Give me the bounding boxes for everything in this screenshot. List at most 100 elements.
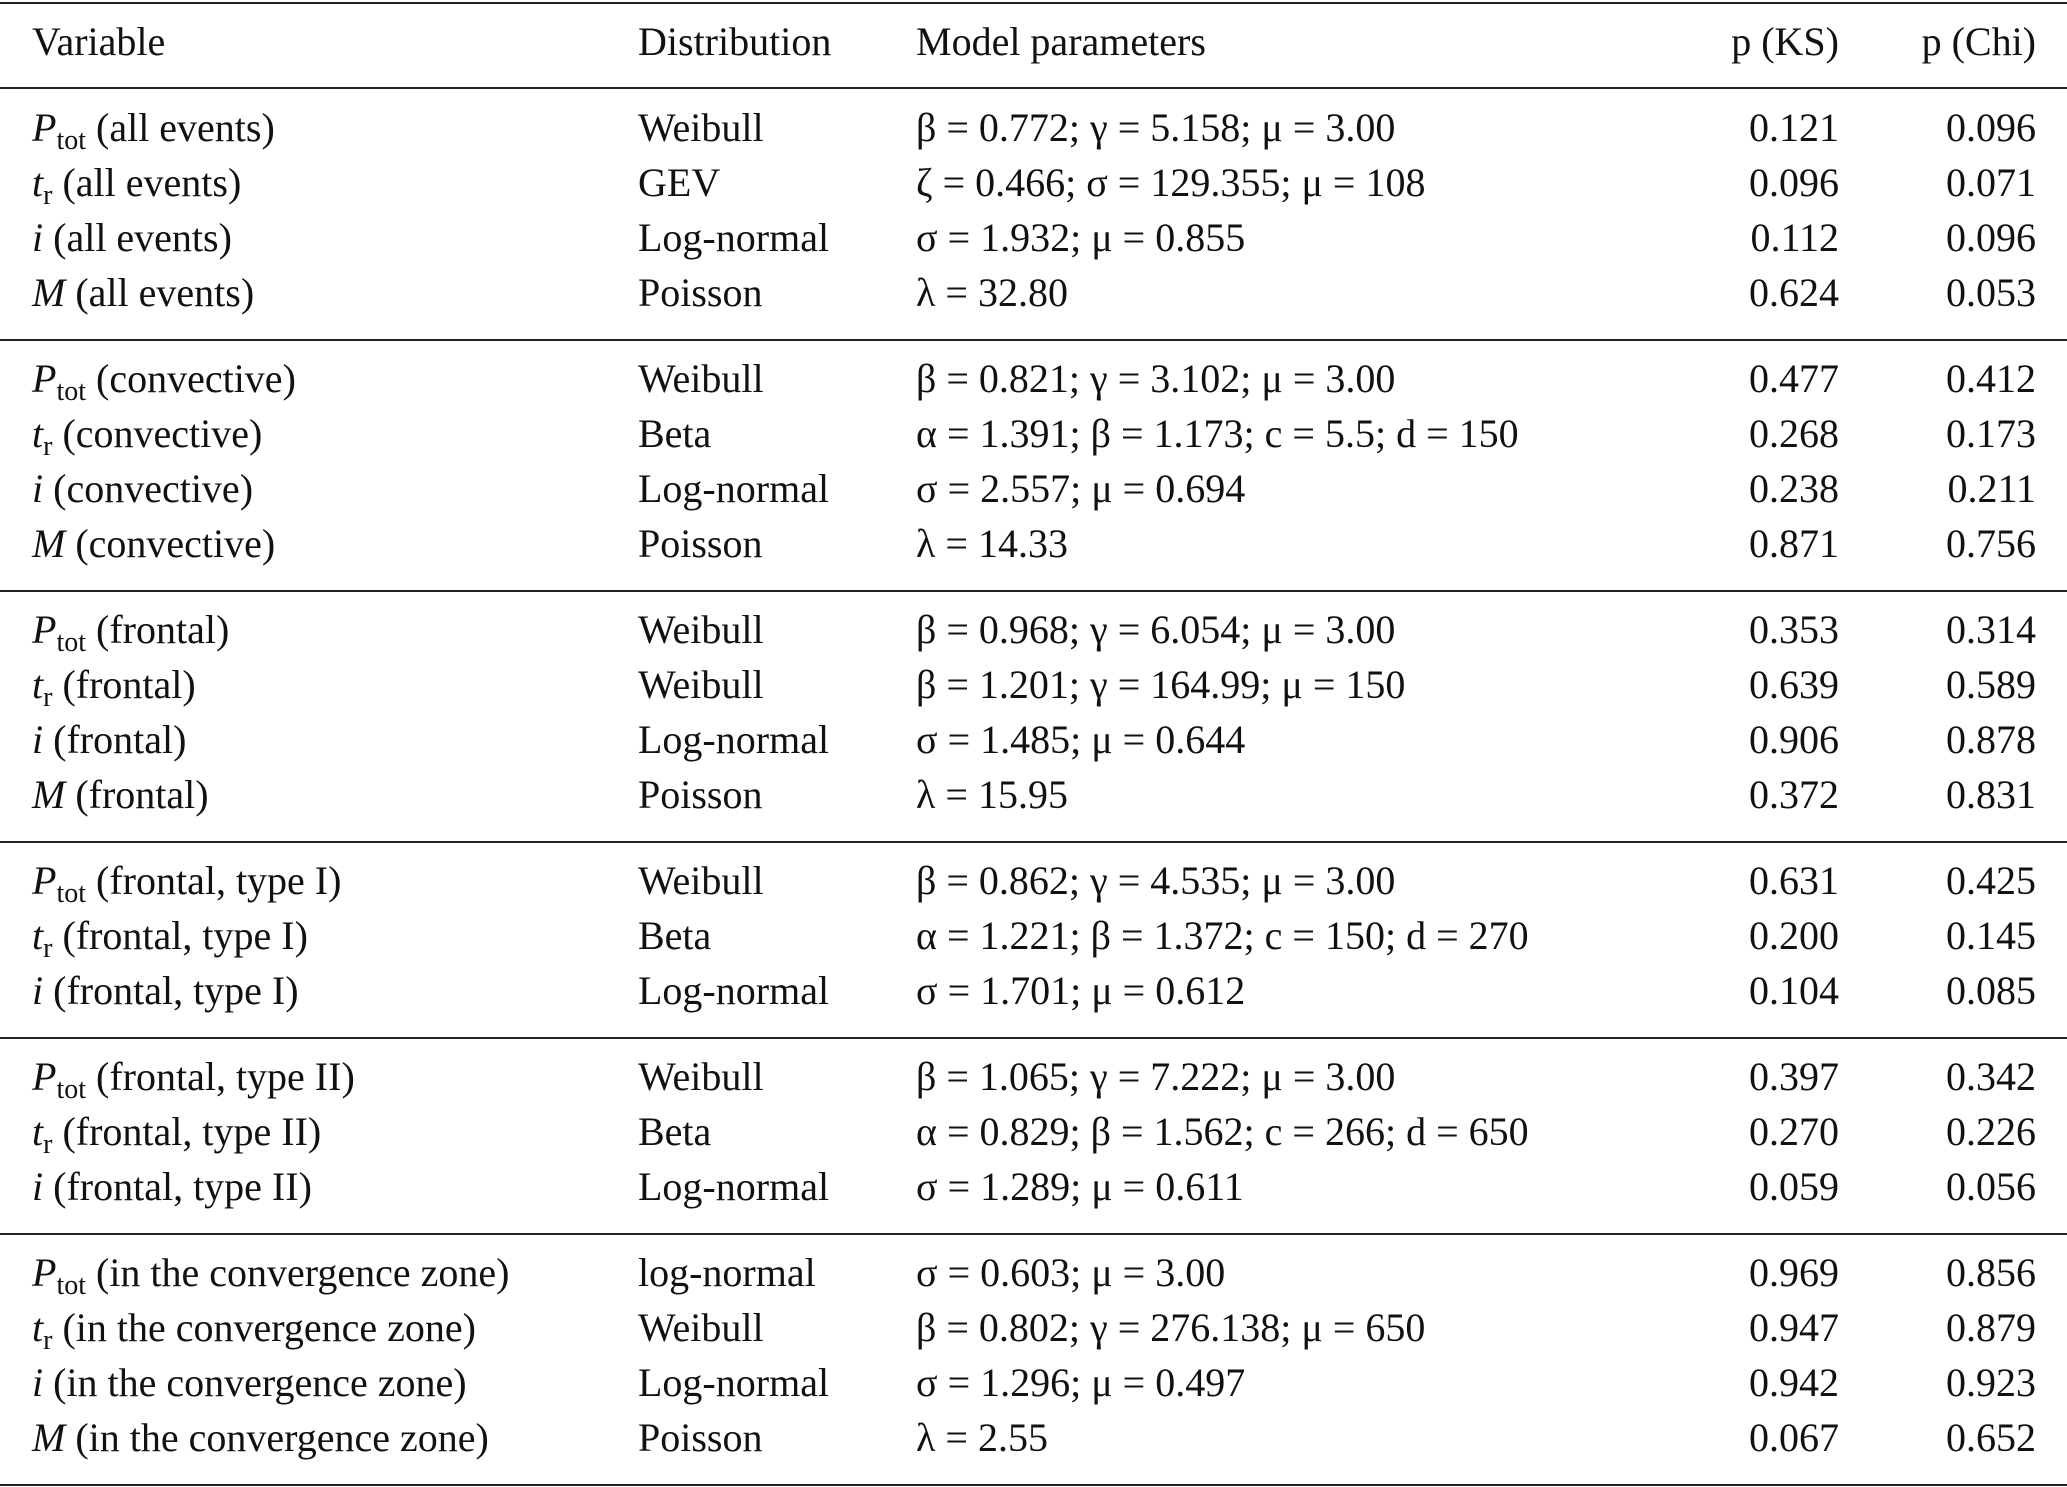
p-chi-cell: 0.412 [1946,356,2036,401]
variable-cell: i (in the convergence zone) [32,1358,467,1408]
spacer [65,270,75,315]
p-ks-cell: 0.238 [1749,466,1839,511]
spacer [65,772,75,817]
p-chi-cell: 0.425 [1946,858,2036,903]
variable-symbol: M [32,521,66,566]
distribution-cell: Weibull [638,858,764,903]
variable-cell: Ptot (in the convergence zone) [32,1248,510,1301]
spacer [52,1109,62,1154]
variable-symbol: i [32,215,44,260]
distribution-cell: Beta [638,913,712,958]
variable-symbol: P [32,356,57,401]
distribution-cell: log-normal [638,1250,816,1295]
header-cell: Model parameters [916,19,1206,64]
variable-subscript: r [43,180,53,211]
header-cell: Variable [32,19,166,64]
variable-symbol: t [32,662,44,707]
distribution-cell: Weibull [638,1305,764,1350]
p-chi-cell: 0.056 [1946,1164,2036,1209]
p-ks-cell: 0.121 [1749,105,1839,150]
variable-cell: tr (convective) [32,409,263,461]
p-ks-cell: 0.104 [1749,968,1839,1013]
spacer [86,1250,96,1295]
distribution-cell: Beta [638,1109,712,1154]
header-cell: p (Chi) [1921,19,2036,64]
variable-label: (all events) [75,270,255,315]
rule [0,87,2067,89]
spacer [52,913,62,958]
parameters-cell: β = 0.772; γ = 5.158; μ = 3.00 [916,105,1396,150]
variable-symbol: t [32,1109,44,1154]
distribution-cell: Poisson [638,521,763,566]
variable-label: (in the convergence zone) [96,1250,510,1295]
variable-label: (in the convergence zone) [53,1360,467,1405]
rule [0,339,2067,341]
variable-label: (frontal, type II) [62,1109,322,1154]
distribution-cell: Weibull [638,607,764,652]
distribution-cell: Poisson [638,1415,763,1460]
parameters-cell: α = 0.829; β = 1.562; c = 266; d = 650 [916,1109,1529,1154]
p-chi-cell: 0.211 [1947,466,2036,511]
variable-label: (all events) [62,160,242,205]
variable-symbol: P [32,1250,57,1295]
rule [0,1037,2067,1039]
p-ks-cell: 0.200 [1749,913,1839,958]
variable-cell: tr (frontal, type I) [32,911,308,963]
p-chi-cell: 0.756 [1946,521,2036,566]
parameters-cell: β = 1.201; γ = 164.99; μ = 150 [916,662,1406,707]
variable-cell: M (convective) [32,519,275,569]
p-ks-cell: 0.372 [1749,772,1839,817]
spacer [86,1054,96,1099]
variable-label: (frontal) [62,662,196,707]
variable-cell: Ptot (frontal) [32,605,229,657]
p-ks-cell: 0.942 [1749,1360,1839,1405]
variable-label: (convective) [62,411,263,456]
distribution-cell: Log-normal [638,466,830,511]
variable-subscript: tot [56,878,86,909]
p-ks-cell: 0.624 [1749,270,1839,315]
p-chi-cell: 0.856 [1946,1250,2036,1295]
variable-label: (frontal) [53,717,187,762]
parameters-cell: α = 1.221; β = 1.372; c = 150; d = 270 [916,913,1529,958]
parameters-cell: β = 1.065; γ = 7.222; μ = 3.00 [916,1054,1396,1099]
p-chi-cell: 0.879 [1946,1305,2036,1350]
p-chi-cell: 0.173 [1946,411,2036,456]
distribution-cell: GEV [638,160,721,205]
variable-cell: i (frontal) [32,715,186,765]
variable-label: (frontal, type I) [96,858,342,903]
variable-cell: M (all events) [32,268,254,318]
distribution-cell: Log-normal [638,215,830,260]
spacer [86,858,96,903]
variable-subscript: tot [56,1074,86,1105]
variable-subscript: tot [56,376,86,407]
parameters-cell: β = 0.821; γ = 3.102; μ = 3.00 [916,356,1396,401]
variable-cell: Ptot (convective) [32,354,296,407]
variable-symbol: t [32,1305,44,1350]
p-chi-cell: 0.096 [1946,105,2036,150]
distribution-cell: Poisson [638,772,763,817]
parameters-cell: λ = 14.33 [916,521,1068,566]
variable-symbol: i [32,717,44,762]
p-ks-cell: 0.059 [1749,1164,1839,1209]
variable-subscript: tot [56,1270,86,1301]
rule [0,1233,2067,1235]
distribution-cell: Weibull [638,1054,764,1099]
variable-cell: tr (frontal, type II) [32,1107,322,1159]
variable-symbol: P [32,105,57,150]
p-ks-cell: 0.871 [1749,521,1839,566]
rule [0,841,2067,843]
p-ks-cell: 0.112 [1750,215,1839,260]
spacer [52,662,62,707]
p-chi-cell: 0.314 [1946,607,2036,652]
variable-label: (in the convergence zone) [75,1415,489,1460]
p-chi-cell: 0.053 [1946,270,2036,315]
distribution-cell: Log-normal [638,717,830,762]
distribution-cell: Weibull [638,356,764,401]
variable-cell: tr (all events) [32,158,242,211]
p-chi-cell: 0.096 [1946,215,2036,260]
p-ks-cell: 0.067 [1749,1415,1839,1460]
spacer [52,1305,62,1350]
variable-cell: M (in the convergence zone) [32,1413,489,1463]
parameters-cell: β = 0.802; γ = 276.138; μ = 650 [916,1305,1426,1350]
